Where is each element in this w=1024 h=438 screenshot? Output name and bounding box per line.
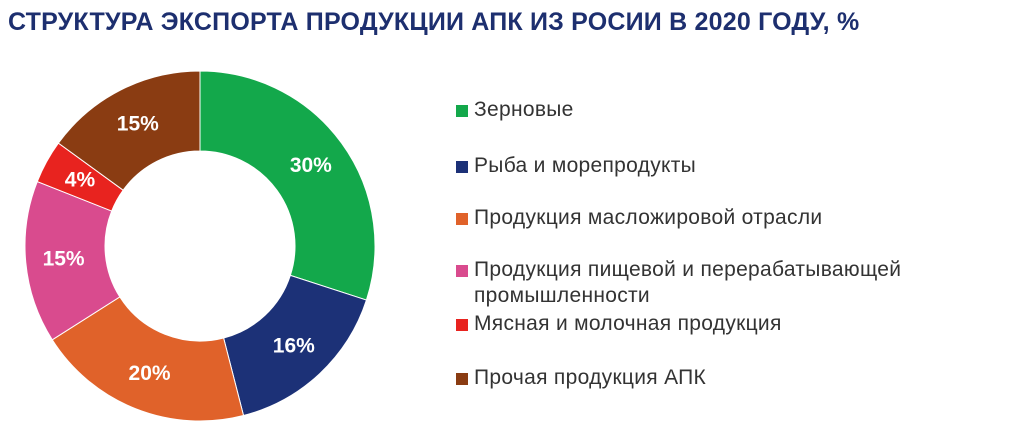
legend-label-4: Мясная и молочная продукция	[474, 312, 782, 335]
legend-item-5: Прочая продукция АПК	[456, 365, 1016, 391]
slice-label-4: 4%	[65, 168, 96, 191]
donut-chart: 30% 16% 20% 15% 4% 15%	[24, 70, 376, 422]
legend-label-1: Рыба и морепродукты	[474, 154, 697, 177]
slice-label-3: 15%	[43, 247, 85, 270]
legend-item-1: Рыба и морепродукты	[456, 153, 1016, 179]
legend-label-2: Продукция масложировой отрасли	[474, 206, 823, 229]
legend-swatch-0	[456, 105, 468, 117]
slice-0	[199, 70, 376, 301]
legend-label-3: Продукция пищевой и перерабатывающей про…	[474, 258, 902, 307]
legend-swatch-5	[456, 373, 468, 385]
slice-2	[51, 296, 245, 422]
slice-label-0: 30%	[290, 154, 332, 177]
legend-item-2: Продукция масложировой отрасли	[456, 205, 1016, 231]
legend-item-0: Зерновые	[456, 97, 1016, 123]
slice-label-5: 15%	[117, 112, 159, 135]
legend-item-3: Продукция пищевой и перерабатывающей про…	[456, 257, 1016, 309]
legend-label-0: Зерновые	[474, 98, 574, 121]
slice-label-1: 16%	[273, 334, 315, 357]
chart-title: СТРУКТУРА ЭКСПОРТА ПРОДУКЦИИ АПК ИЗ РОСИ…	[8, 8, 860, 36]
legend-swatch-4	[456, 319, 468, 331]
legend-label-5: Прочая продукция АПК	[474, 366, 707, 389]
legend-item-4: Мясная и молочная продукция	[456, 311, 1016, 337]
legend-swatch-2	[456, 213, 468, 225]
legend-swatch-3	[456, 265, 468, 277]
slice-label-2: 20%	[129, 362, 171, 385]
legend-swatch-1	[456, 161, 468, 173]
slice-5	[57, 70, 201, 191]
